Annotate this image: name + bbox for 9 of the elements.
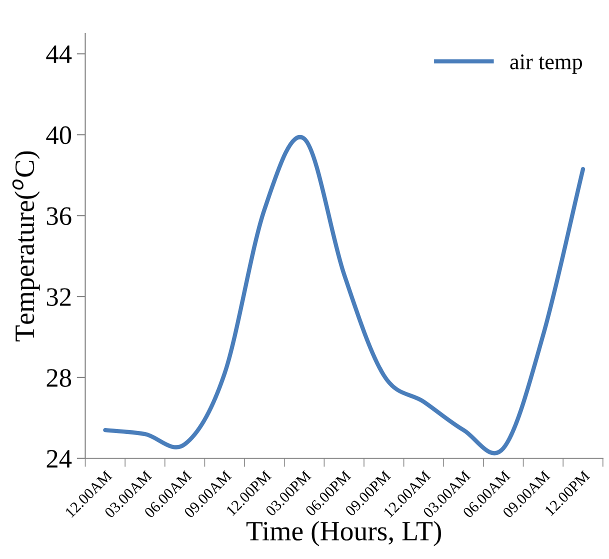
y-tick-label: 24 — [46, 450, 72, 468]
y-axis-title: Temperature($^{o}$C) — [12, 151, 40, 342]
y-tick-label: 44 — [46, 46, 72, 63]
y-tick-label: 40 — [46, 126, 72, 144]
y-tick-label: 36 — [46, 207, 72, 226]
x-axis-title: Time (Hours, LT) — [246, 521, 442, 546]
y-tick-label: 28 — [46, 369, 72, 387]
legend-label: air temp — [510, 54, 582, 74]
y-tick-label: 32 — [46, 288, 71, 306]
